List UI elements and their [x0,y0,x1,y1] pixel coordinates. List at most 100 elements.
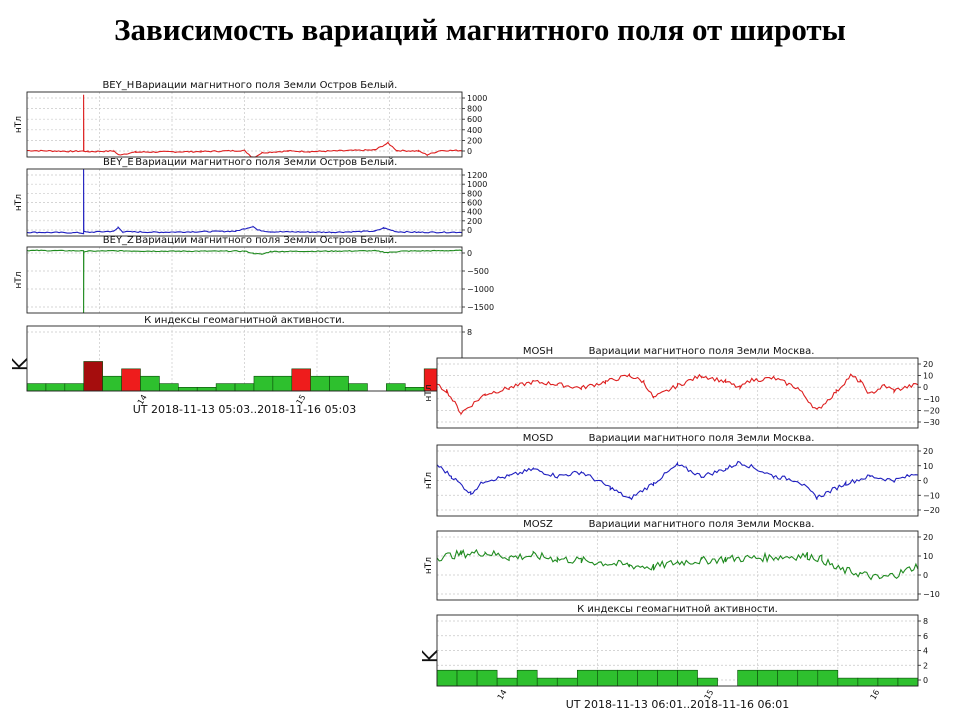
k-bar [777,669,799,687]
k-bar [877,677,899,687]
k-bar [45,383,66,392]
series-line [436,460,919,501]
y-axis-label: нТл [14,116,24,133]
k-bar [837,677,859,687]
chart-title: Вариации магнитного поля Земли Москва. [589,519,815,530]
y-tick-label: 0 [923,571,928,580]
k-bar [436,669,458,687]
axes-frame [436,530,919,601]
station-label: MOSD [523,433,554,444]
y-tick-label: 600 [467,115,482,124]
k-bar [215,383,236,392]
plot-area [437,358,918,428]
chart-panel-6: 20 10 0 −10 MOSZ Вариации магнитного поля Зем… [424,519,940,601]
y-tick-label: 200 [467,136,482,145]
series-line [26,168,463,235]
y-tick-label: −1000 [467,285,494,294]
k-bar [386,383,406,392]
x-tick-label: 14 [496,688,509,701]
y-tick-label: 1000 [467,180,487,189]
k-bar [576,669,598,687]
y-tick-label: 1200 [467,171,487,180]
axes-frame [436,444,919,517]
k-bar [597,669,618,687]
k-bar [26,383,47,392]
k-bar [196,387,217,392]
k-bar [291,368,311,392]
k-bar [677,669,698,687]
k-axis-label: K [8,357,32,371]
k-bar [556,677,578,687]
x-tick-label: 14 [136,393,149,406]
y-axis-label: нТл [424,384,434,401]
y-tick-label: 800 [467,189,482,198]
y-axis-label: нТл [424,472,434,489]
chart-title: К индексы геомагнитной активности. [577,604,778,615]
y-tick-label: 400 [467,208,482,217]
chart-panel-4: 20 10 0 −10 −20 −30 MOSH Вариации магнитного по… [424,346,940,429]
chart-title: Вариации магнитного поля Земли Остров Бе… [135,235,397,246]
k-bar [348,383,368,392]
y-tick-label: −10 [923,395,940,404]
k-bar [121,368,141,392]
y-tick-label: 4 [923,647,928,656]
x-tick-label: 16 [869,688,882,701]
y-tick-label: −20 [923,506,940,515]
axes-frame [436,614,919,687]
y-axis-label: нТл [14,194,24,211]
chart-title: Вариации магнитного поля Земли Остров Бе… [135,80,397,91]
y-tick-label: 200 [467,217,482,226]
chart-panel-3: 8 К индексы геомагнитной активности. K 14 15… [8,315,472,416]
k-bar [310,375,330,392]
axes-frame [26,246,463,314]
series-line [27,94,463,158]
time-range-caption: UT 2018-11-13 05:03..2018-11-16 05:03 [133,403,357,416]
k-bar [140,375,160,392]
k-bar [617,669,638,687]
series-line [436,548,919,581]
k-bar [253,375,274,392]
y-tick-label: 400 [467,126,482,135]
k-bar [178,387,198,392]
k-bar [817,669,839,687]
y-tick-label: 2 [923,661,928,670]
k-bar [159,383,179,392]
slide-title: Зависимость вариаций магнитного поля от … [114,12,846,47]
y-tick-label: −10 [923,590,940,599]
y-tick-label: −10 [923,491,940,500]
k-bar [496,677,518,687]
y-tick-label: 0 [467,226,472,235]
k-bar [737,669,758,687]
k-bar [102,375,122,392]
y-tick-label: −30 [923,418,940,427]
k-bar [404,387,425,392]
y-tick-label: 0 [923,477,928,486]
k-axis-label: K [418,649,442,663]
y-tick-label: 0 [923,676,928,685]
k-bar [64,383,85,392]
k-bar [897,677,919,687]
k-bar [637,669,658,687]
station-label: BEY_Z [103,235,134,246]
y-axis-label: нТл [424,557,434,574]
axes-frame [436,357,919,429]
k-bar [757,669,779,687]
plot-area [437,531,918,600]
y-tick-label: −500 [467,267,489,276]
k-bar [857,677,879,687]
time-range-caption: UT 2018-11-13 06:01..2018-11-16 06:01 [566,698,790,711]
series-line [436,372,919,416]
station-label: MOSH [523,346,553,357]
y-tick-label: 10 [923,462,933,471]
chart-title: К индексы геомагнитной активности. [144,315,345,326]
axes-frame [26,168,463,237]
y-tick-label: 10 [923,372,933,381]
y-tick-label: 20 [923,447,933,456]
y-tick-label: 0 [923,383,928,392]
y-tick-label: −1500 [467,303,494,312]
k-bar [516,669,538,687]
k-bar [234,383,255,392]
